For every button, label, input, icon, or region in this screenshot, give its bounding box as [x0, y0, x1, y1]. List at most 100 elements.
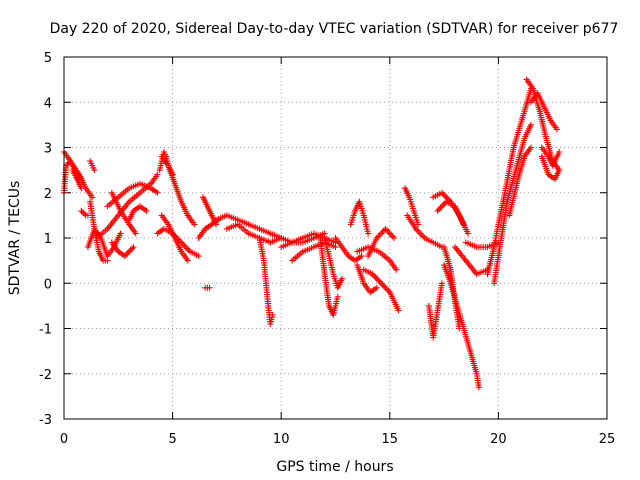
y-tick-label: 2 [44, 187, 52, 202]
series-s14 [158, 153, 198, 228]
series-s8 [93, 171, 161, 241]
data-point-marker [373, 284, 380, 291]
data-point-marker [365, 230, 372, 237]
x-axis-label: GPS time / hours [276, 459, 393, 475]
data-point-marker [376, 232, 383, 238]
series-s45 [506, 144, 534, 219]
data-point-marker [438, 280, 445, 287]
data-point-marker [127, 247, 134, 254]
data-point-marker [393, 266, 400, 273]
series-s32 [365, 225, 398, 260]
data-point-marker [126, 248, 133, 255]
data-point-marker [528, 121, 534, 128]
series-s44 [491, 121, 534, 287]
data-point-marker [556, 149, 563, 155]
data-point-marker [130, 244, 137, 251]
series-s16 [158, 212, 191, 264]
series-s27 [321, 235, 345, 291]
series-s15 [154, 225, 202, 260]
series-s38 [434, 198, 467, 228]
x-tick-label: 20 [490, 432, 507, 447]
x-tick-label: 0 [60, 432, 68, 447]
data-point-marker [154, 189, 161, 196]
series-s3 [69, 167, 85, 192]
x-tick-label: 5 [168, 432, 176, 447]
data-point-marker [143, 207, 150, 214]
series-s49 [538, 144, 563, 169]
series-s20 [213, 212, 285, 241]
data-point-marker [269, 311, 276, 318]
plot-frame [63, 56, 608, 420]
data-point-marker [389, 233, 396, 240]
data-point-marker [475, 384, 482, 391]
data-point-marker [440, 191, 447, 198]
series-s40 [441, 244, 463, 332]
series-s24 [278, 230, 339, 251]
data-point-marker [383, 286, 390, 293]
data-point-marker [444, 195, 451, 202]
data-point-marker [415, 229, 422, 235]
data-point-marker [378, 230, 385, 237]
series-s42 [452, 244, 491, 278]
data-point-marker [123, 251, 130, 258]
y-tick-label: 4 [44, 96, 52, 111]
y-tick-label: 1 [44, 232, 52, 247]
data-point-marker [391, 235, 398, 241]
data-point-marker [381, 283, 387, 290]
data-point-marker [78, 207, 85, 214]
data-point-marker [415, 221, 421, 228]
data-point-marker [178, 239, 185, 246]
data-point-marker [385, 229, 392, 235]
series-s6 [87, 158, 98, 174]
data-point-marker [372, 274, 379, 281]
series-s33 [354, 262, 380, 296]
y-tick-label: -3 [39, 413, 52, 428]
data-point-marker [554, 126, 560, 133]
series-s35 [404, 212, 445, 251]
data-point-marker [456, 325, 463, 332]
series-s12 [126, 203, 150, 223]
data-point-marker [129, 245, 136, 252]
data-point-marker [528, 144, 534, 151]
data-point-marker [379, 229, 386, 235]
series-s26 [317, 235, 341, 318]
data-point-marker [191, 221, 198, 228]
x-tick-label: 10 [273, 432, 290, 447]
series-s31 [360, 266, 402, 314]
series-s41 [462, 239, 502, 251]
data-point-marker [332, 244, 339, 251]
x-tick-label: 15 [382, 432, 399, 447]
series-s29 [347, 198, 372, 237]
series-s43 [484, 85, 534, 278]
data-point-marker [339, 275, 345, 282]
data-points [61, 76, 563, 391]
y-tick-label: 0 [44, 277, 52, 292]
data-point-marker [358, 253, 365, 260]
data-point-marker [117, 230, 124, 237]
data-point-marker [154, 171, 161, 178]
data-point-marker [184, 245, 191, 252]
data-point-marker [184, 257, 191, 264]
data-point-marker [81, 210, 88, 217]
series-s48 [538, 153, 563, 183]
data-point-marker [91, 167, 98, 174]
data-point-marker [388, 232, 395, 238]
series-s28 [332, 235, 365, 264]
series-s34 [402, 185, 421, 228]
data-point-marker [132, 230, 139, 237]
y-tick-label: -1 [39, 323, 52, 338]
series-s30 [354, 244, 400, 273]
data-point-marker [556, 167, 563, 174]
data-point-marker [460, 221, 467, 228]
y-tick-label: 5 [44, 51, 52, 66]
axis-ticks: 0 5 10 15 20 25 -3 -2 -1 0 1 2 3 4 5 [39, 51, 615, 447]
y-tick-label: 3 [44, 142, 52, 157]
series-s18 [195, 216, 222, 241]
data-point-marker [79, 209, 86, 216]
data-point-marker [206, 284, 213, 291]
data-point-marker [379, 281, 386, 288]
data-point-marker [417, 230, 424, 237]
data-point-marker [334, 293, 341, 300]
data-point-marker [382, 284, 389, 291]
